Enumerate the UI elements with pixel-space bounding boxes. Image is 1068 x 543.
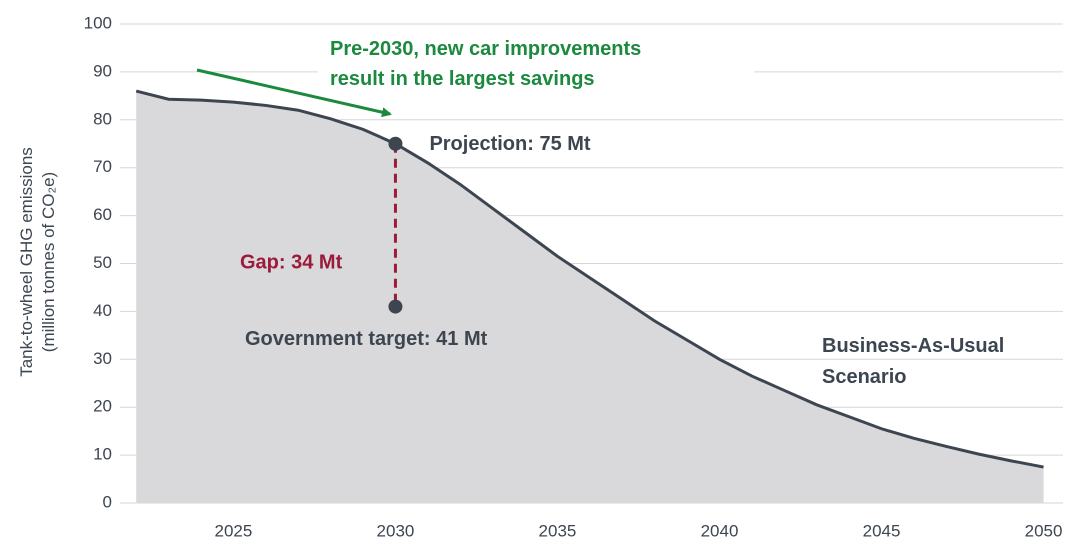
insight-line: Pre-2030, new car improvements xyxy=(330,38,641,60)
plot xyxy=(135,89,1044,503)
insight-line: result in the largest savings xyxy=(330,68,595,90)
y-tick-label: 0 xyxy=(103,492,112,511)
projection-point xyxy=(388,136,403,151)
annotations: Business-As-Usual Scenario Pre-2030, new c… xyxy=(196,34,1004,388)
target-point xyxy=(388,299,403,314)
insight-arrow xyxy=(196,68,392,118)
series-label-line: Scenario xyxy=(822,366,906,388)
y-tick-label: 80 xyxy=(93,109,112,128)
y-axis-label: Tank-to-wheel GHG emissions (million tonn… xyxy=(17,147,58,377)
y-tick-label: 40 xyxy=(93,301,112,320)
x-tick-label: 2050 xyxy=(1025,521,1063,540)
y-tick-label: 100 xyxy=(84,13,112,32)
insight: Pre-2030, new car improvements result in … xyxy=(330,38,641,90)
y-tick-label: 90 xyxy=(93,61,112,80)
area xyxy=(136,91,1044,503)
insight-bg xyxy=(318,34,754,96)
x-tick-label: 2040 xyxy=(701,521,739,540)
y-tick-label: 10 xyxy=(93,445,112,464)
y-tick-label: 30 xyxy=(93,349,112,368)
y-tick-label: 70 xyxy=(93,157,112,176)
y-tick-label: 50 xyxy=(93,253,112,272)
series-label-line: Business-As-Usual xyxy=(822,335,1004,357)
series-label: Business-As-Usual Scenario xyxy=(822,335,1004,388)
line xyxy=(135,89,1044,469)
y-tick-label: 60 xyxy=(93,205,112,224)
target-label: Government target: 41 Mt xyxy=(245,328,488,350)
x-tick-label: 2045 xyxy=(863,521,901,540)
y-axis-label-line: Tank-to-wheel GHG emissions xyxy=(17,147,36,377)
y-axis-label-line: (million tonnes of CO₂e) xyxy=(39,172,58,352)
y-tick-label: 20 xyxy=(93,397,112,416)
x-tick-label: 2035 xyxy=(539,521,577,540)
projection-label: Projection: 75 Mt xyxy=(429,133,590,155)
x-tick-label: 2025 xyxy=(215,521,253,540)
gap-label: Gap: 34 Mt xyxy=(240,251,343,273)
x-tick-label: 2030 xyxy=(377,521,415,540)
